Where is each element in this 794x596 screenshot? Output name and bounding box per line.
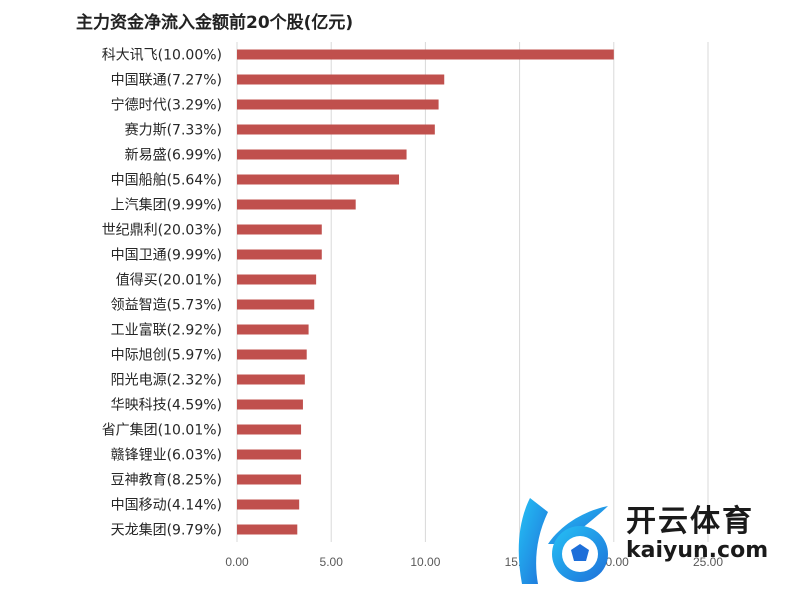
bar: [237, 374, 305, 385]
category-label: 中国移动(4.14%): [111, 498, 222, 514]
category-label: 阳光电源(2.32%): [111, 373, 222, 389]
category-label: 新易盛(6.99%): [125, 148, 222, 164]
x-tick-label: 25.00: [693, 555, 723, 569]
category-label: 中国卫通(9.99%): [111, 248, 222, 264]
bar: [237, 124, 435, 135]
bar: [237, 199, 356, 210]
category-label: 科大讯飞(10.00%): [102, 48, 222, 64]
kaiyun-logo-icon: [518, 498, 608, 584]
category-label: 省广集团(10.01%): [102, 422, 222, 439]
category-label: 上汽集团(9.99%): [111, 197, 222, 214]
category-label: 赛力斯(7.33%): [125, 123, 222, 139]
category-label: 中国船舶(5.64%): [111, 173, 222, 189]
category-label: 华映科技(4.59%): [111, 398, 222, 414]
category-label: 天龙集团(9.79%): [111, 522, 222, 539]
category-label: 工业富联(2.92%): [111, 322, 222, 339]
x-tick-label: 0.00: [225, 555, 249, 569]
bar: [237, 99, 439, 110]
watermark-cn: 开云体育: [626, 504, 754, 539]
bar: [237, 449, 302, 460]
bar: [237, 249, 322, 260]
category-label: 赣锋锂业(6.03%): [111, 448, 222, 464]
kaiyun-watermark: 开云体育 kaiyun.com: [508, 492, 794, 592]
bar: [237, 424, 302, 435]
x-tick-label: 5.00: [320, 555, 344, 569]
bar: [237, 299, 315, 310]
chart-title: 主力资金净流入金额前20个股(亿元): [76, 13, 354, 33]
bar: [237, 49, 614, 60]
bar: [237, 274, 317, 285]
category-label: 中国联通(7.27%): [111, 73, 222, 89]
bar: [237, 224, 322, 235]
bar: [237, 474, 302, 485]
bar: [237, 499, 300, 510]
bar: [237, 74, 445, 85]
bar: [237, 524, 298, 535]
category-label: 世纪鼎利(20.03%): [102, 223, 222, 239]
category-label: 值得买(20.01%): [116, 272, 222, 289]
bar: [237, 174, 400, 185]
x-tick-label: 10.00: [410, 555, 440, 569]
category-label: 豆神教育(8.25%): [111, 473, 222, 489]
bar: [237, 324, 309, 335]
category-label: 宁德时代(3.29%): [111, 97, 222, 114]
category-label: 领益智造(5.73%): [111, 298, 222, 314]
category-label: 中际旭创(5.97%): [111, 348, 222, 364]
bar: [237, 149, 407, 160]
watermark-en: kaiyun.com: [626, 538, 769, 563]
bar: [237, 349, 307, 360]
bar: [237, 399, 303, 410]
